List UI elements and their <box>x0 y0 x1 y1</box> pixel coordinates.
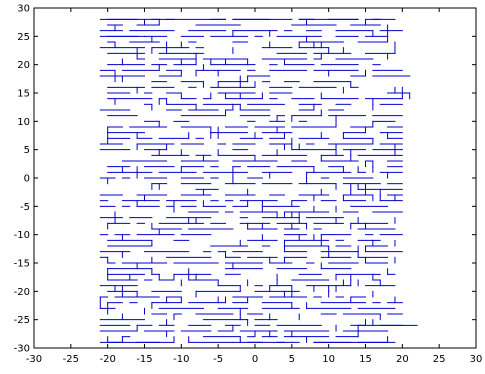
plot-area <box>99 18 418 343</box>
y-tick-label: -10 <box>14 230 30 241</box>
y-tick-label: 0 <box>24 174 30 185</box>
x-tick-label: 10 <box>322 354 335 365</box>
x-tick-label: 15 <box>359 354 372 365</box>
x-tick-label: 5 <box>289 354 295 365</box>
y-tick-label: -5 <box>20 202 30 213</box>
y-tick-label: 15 <box>17 89 30 100</box>
y-tick-label: -30 <box>14 344 30 355</box>
axes: -30 -25 -20 -15 -10 -5 0 5 10 15 20 25 30 -30 -25 -20 -1… <box>14 4 483 366</box>
x-tick-label: 25 <box>433 354 446 365</box>
maze-lines <box>99 18 418 343</box>
y-tick-label: 30 <box>17 4 30 15</box>
x-tick-label: -30 <box>26 354 42 365</box>
y-tick-label: 10 <box>17 117 30 128</box>
x-tick-label: -5 <box>213 354 223 365</box>
x-tick-label: -10 <box>173 354 189 365</box>
x-tick-label: -25 <box>63 354 79 365</box>
y-tick-label: 5 <box>24 145 30 156</box>
x-tick-label: 30 <box>470 354 483 365</box>
x-tick-label: 0 <box>252 354 258 365</box>
y-tick-label: -20 <box>14 287 30 298</box>
y-tick-label: -15 <box>14 259 30 270</box>
x-tick-label: -20 <box>99 354 115 365</box>
y-tick-label: 25 <box>17 32 30 43</box>
x-tick-label: -15 <box>136 354 152 365</box>
x-tick-label: 20 <box>396 354 409 365</box>
y-tick-label: 20 <box>17 60 30 71</box>
y-tick-label: -25 <box>14 315 30 326</box>
